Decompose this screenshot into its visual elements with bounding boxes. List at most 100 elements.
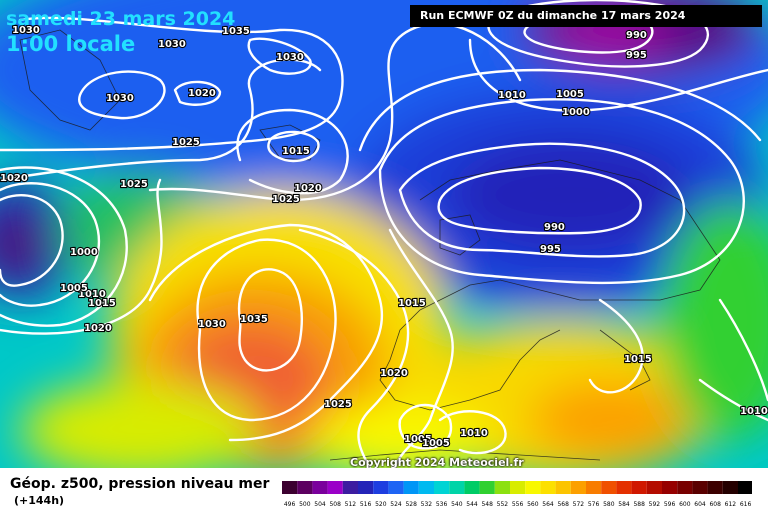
isobar-label: 990 bbox=[544, 222, 565, 233]
color-scale-value: 604 bbox=[694, 501, 706, 508]
isobar-labels: 1030 1035 1030 1030 1020 1030 1025 1015 … bbox=[0, 24, 768, 450]
color-scale: 496 500 504 508 512 516 520 524 528 532 536 540 544 5… bbox=[282, 481, 752, 508]
isobar-label: 1015 bbox=[624, 354, 652, 365]
color-scale-swatch bbox=[601, 481, 617, 494]
color-scale-value: 572 bbox=[573, 501, 585, 508]
isobar-label: 1025 bbox=[172, 137, 200, 148]
color-scale-swatch bbox=[403, 481, 419, 494]
color-scale-swatch bbox=[722, 481, 738, 494]
color-scale-swatch bbox=[510, 481, 526, 494]
color-scale-swatch bbox=[312, 481, 328, 494]
color-scale-swatch bbox=[570, 481, 586, 494]
isobar-label: 1000 bbox=[70, 247, 98, 258]
color-scale-swatch bbox=[555, 481, 571, 494]
isobar-label: 1005 bbox=[404, 434, 432, 445]
legend-footer: Géop. z500, pression niveau mer (+144h) … bbox=[0, 468, 768, 512]
isobar-label: 1030 bbox=[106, 93, 134, 104]
isobar-label: 990 bbox=[626, 30, 647, 41]
color-scale-swatch bbox=[342, 481, 358, 494]
isobar-label: 1015 bbox=[88, 298, 116, 309]
color-scale-value: 536 bbox=[436, 501, 448, 508]
isobar-label: 1035 bbox=[240, 314, 268, 325]
color-scale-value: 580 bbox=[603, 501, 615, 508]
copyright-notice: Copyright 2024 Meteociel.fr bbox=[350, 456, 524, 468]
color-scale-swatch bbox=[662, 481, 678, 494]
isobar-label: 1030 bbox=[276, 52, 304, 63]
model-run-banner: Run ECMWF 0Z du dimanche 17 mars 2024 bbox=[410, 5, 762, 27]
color-scale-swatch bbox=[646, 481, 662, 494]
color-scale-swatch bbox=[479, 481, 495, 494]
color-scale-swatch bbox=[494, 481, 510, 494]
color-scale-value: 540 bbox=[451, 501, 463, 508]
forecast-date: samedi 23 mars 2024 bbox=[6, 8, 236, 30]
color-scale-value: 596 bbox=[664, 501, 676, 508]
isobar-label: 1025 bbox=[120, 179, 148, 190]
color-scale-swatch bbox=[692, 481, 708, 494]
isobar-label: 1010 bbox=[460, 428, 488, 439]
isobar-label: 1010 bbox=[740, 406, 768, 417]
isobar-lines bbox=[0, 0, 768, 468]
color-scale-value: 592 bbox=[649, 501, 661, 508]
color-scale-swatch bbox=[282, 481, 298, 494]
isobar-label: 1025 bbox=[324, 399, 352, 410]
isobar-label: 1010 bbox=[78, 289, 106, 300]
color-scale-swatch bbox=[540, 481, 556, 494]
color-scale-value: 508 bbox=[329, 501, 341, 508]
legend-title: Géop. z500, pression niveau mer bbox=[10, 476, 270, 492]
color-scale-swatch bbox=[297, 481, 313, 494]
color-scale-value: 524 bbox=[390, 501, 402, 508]
isobar-label: 1005 bbox=[60, 283, 88, 294]
color-scale-value: 504 bbox=[314, 501, 326, 508]
isobar-label: 995 bbox=[626, 50, 647, 61]
color-scale-swatch bbox=[677, 481, 693, 494]
color-scale-value: 512 bbox=[345, 501, 357, 508]
color-scale-value: 616 bbox=[740, 501, 752, 508]
color-scale-value: 568 bbox=[557, 501, 569, 508]
isobar-label: 1005 bbox=[556, 89, 584, 100]
geopotential-field bbox=[0, 0, 768, 468]
color-scale-value: 612 bbox=[725, 501, 737, 508]
isobar-label: 1035 bbox=[222, 26, 250, 37]
color-scale-value: 500 bbox=[299, 501, 311, 508]
forecast-lead-time: (+144h) bbox=[14, 494, 65, 507]
color-scale-swatch bbox=[388, 481, 404, 494]
color-scale-swatch bbox=[418, 481, 434, 494]
color-scale-value: 528 bbox=[405, 501, 417, 508]
color-scale-value: 564 bbox=[542, 501, 554, 508]
isobar-label: 1020 bbox=[84, 323, 112, 334]
color-scale-swatch bbox=[373, 481, 389, 494]
isobar-label: 1030 bbox=[198, 319, 226, 330]
color-scale-value: 556 bbox=[512, 501, 524, 508]
color-scale-value: 608 bbox=[709, 501, 721, 508]
isobar-label: 1030 bbox=[12, 25, 40, 36]
color-scale-swatch bbox=[586, 481, 602, 494]
color-scale-swatch bbox=[434, 481, 450, 494]
color-scale-swatch bbox=[738, 481, 752, 494]
color-scale-value: 516 bbox=[360, 501, 372, 508]
color-scale-value: 520 bbox=[375, 501, 387, 508]
color-scale-swatch bbox=[525, 481, 541, 494]
color-scale-value: 560 bbox=[527, 501, 539, 508]
color-scale-value: 552 bbox=[497, 501, 509, 508]
isobar-label: 1000 bbox=[562, 107, 590, 118]
color-scale-value: 532 bbox=[421, 501, 433, 508]
color-scale-value: 600 bbox=[679, 501, 691, 508]
color-scale-value: 544 bbox=[466, 501, 478, 508]
isobar-label: 1015 bbox=[398, 298, 426, 309]
isobar-label: 1020 bbox=[294, 183, 322, 194]
isobar-label: 1025 bbox=[272, 194, 300, 205]
color-scale-swatch bbox=[449, 481, 465, 494]
color-scale-swatch bbox=[631, 481, 647, 494]
forecast-time: 1:00 locale bbox=[6, 32, 136, 56]
color-scale-value: 584 bbox=[618, 501, 630, 508]
color-scale-swatch bbox=[358, 481, 374, 494]
color-scale-value: 496 bbox=[284, 501, 296, 508]
color-scale-swatch bbox=[464, 481, 480, 494]
isobar-label: 1030 bbox=[158, 39, 186, 50]
isobar-label: 995 bbox=[540, 244, 561, 255]
color-scale-swatch bbox=[616, 481, 632, 494]
isobar-label: 1005 bbox=[422, 438, 450, 449]
isobar-label: 1020 bbox=[380, 368, 408, 379]
forecast-map: 1030 1035 1030 1030 1020 1030 1025 1015 … bbox=[0, 0, 768, 468]
isobar-label: 1020 bbox=[0, 173, 28, 184]
